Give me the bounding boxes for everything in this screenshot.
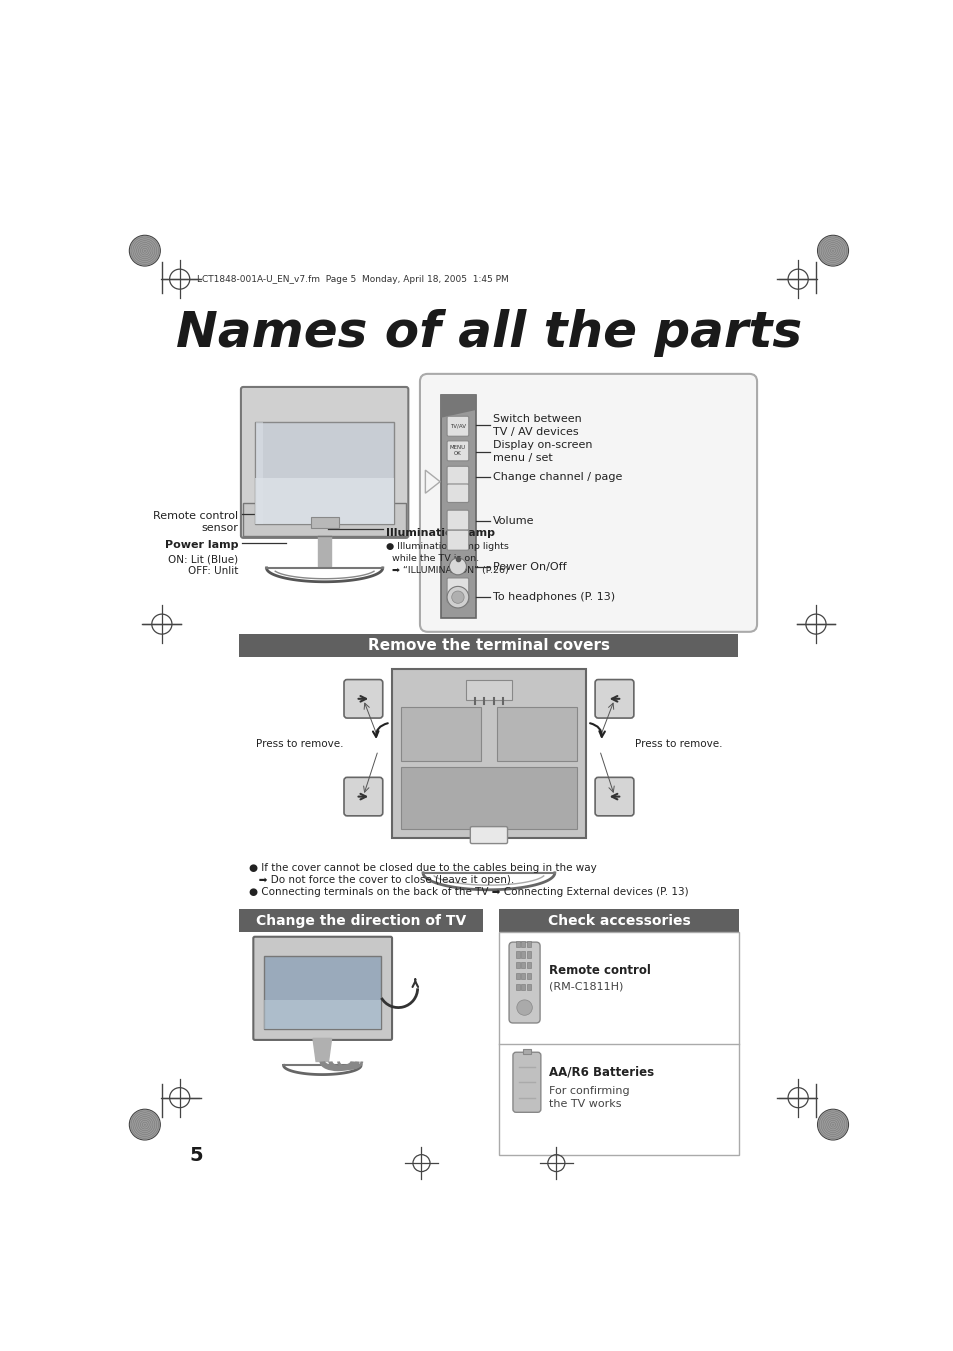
Text: Press to remove.: Press to remove.	[255, 739, 343, 750]
Text: 5: 5	[190, 1146, 203, 1165]
Circle shape	[447, 586, 468, 608]
Circle shape	[817, 1109, 847, 1140]
Text: Check accessories: Check accessories	[547, 913, 690, 928]
Polygon shape	[313, 1039, 332, 1062]
Bar	[516, 951, 519, 958]
Text: Power lamp: Power lamp	[165, 540, 238, 550]
Bar	[526, 984, 530, 990]
Text: Names of all the parts: Names of all the parts	[175, 309, 801, 357]
Text: ● If the cover cannot be closed due to the cables being in the way: ● If the cover cannot be closed due to t…	[249, 863, 596, 873]
Bar	[498, 932, 739, 1155]
Circle shape	[517, 1000, 532, 1016]
Polygon shape	[440, 394, 476, 417]
FancyBboxPatch shape	[447, 511, 468, 530]
Bar	[254, 478, 394, 524]
Text: ON: Lit (Blue)
OFF: Unlit: ON: Lit (Blue) OFF: Unlit	[169, 554, 238, 576]
Bar	[497, 708, 576, 761]
Bar	[401, 708, 480, 761]
Text: Volume: Volume	[493, 516, 534, 526]
Text: Display on-screen
menu / set: Display on-screen menu / set	[493, 440, 592, 463]
Bar	[392, 669, 585, 838]
Bar	[264, 1000, 381, 1029]
Bar	[465, 681, 512, 700]
Text: To headphones (P. 13): To headphones (P. 13)	[493, 592, 615, 603]
Text: Remote control
sensor: Remote control sensor	[153, 511, 238, 532]
Bar	[440, 394, 476, 617]
FancyBboxPatch shape	[447, 530, 468, 550]
Circle shape	[817, 235, 847, 266]
FancyBboxPatch shape	[344, 680, 382, 719]
FancyBboxPatch shape	[595, 680, 633, 719]
Bar	[256, 422, 262, 524]
Bar	[264, 957, 381, 1029]
Bar	[521, 951, 525, 958]
Text: Change channel / page: Change channel / page	[493, 471, 621, 482]
FancyBboxPatch shape	[470, 827, 507, 843]
FancyBboxPatch shape	[344, 777, 382, 816]
Bar	[516, 984, 519, 990]
Bar	[254, 422, 394, 524]
FancyBboxPatch shape	[447, 416, 468, 436]
Bar	[526, 940, 530, 947]
Text: TV/AV: TV/AV	[450, 424, 465, 428]
Text: Press to remove.: Press to remove.	[634, 739, 721, 750]
Bar	[526, 951, 530, 958]
Text: LCT1848-001A-U_EN_v7.fm  Page 5  Monday, April 18, 2005  1:45 PM: LCT1848-001A-U_EN_v7.fm Page 5 Monday, A…	[196, 276, 508, 285]
Bar	[526, 962, 530, 969]
Text: ● Illumination lamp lights
  while the TV is on.
  ➡ “ILLUMINATION” (P.26): ● Illumination lamp lights while the TV …	[385, 543, 508, 576]
Text: AA/R6 Batteries: AA/R6 Batteries	[549, 1066, 654, 1078]
Text: Illumination lamp: Illumination lamp	[385, 528, 495, 538]
Bar	[311, 517, 338, 528]
FancyBboxPatch shape	[447, 578, 468, 603]
Text: MENU
OK: MENU OK	[450, 446, 465, 457]
Bar	[522, 1050, 530, 1054]
Bar	[239, 634, 738, 657]
Bar	[521, 984, 525, 990]
FancyBboxPatch shape	[595, 777, 633, 816]
FancyBboxPatch shape	[253, 936, 392, 1040]
Bar	[526, 973, 530, 979]
Bar	[521, 973, 525, 979]
Circle shape	[130, 1109, 160, 1140]
FancyBboxPatch shape	[447, 484, 468, 503]
FancyBboxPatch shape	[241, 386, 408, 538]
Text: Remote control: Remote control	[549, 965, 651, 977]
Bar	[516, 962, 519, 969]
FancyBboxPatch shape	[513, 1052, 540, 1112]
Text: Remove the terminal covers: Remove the terminal covers	[368, 638, 609, 653]
FancyBboxPatch shape	[447, 440, 468, 461]
Bar	[239, 909, 483, 932]
Text: Power On/Off: Power On/Off	[493, 562, 566, 571]
Text: Switch between
TV / AV devices: Switch between TV / AV devices	[493, 415, 581, 436]
Bar	[521, 940, 525, 947]
Bar	[243, 503, 406, 535]
FancyBboxPatch shape	[447, 466, 468, 485]
Polygon shape	[425, 470, 439, 493]
Bar	[516, 940, 519, 947]
Bar	[401, 767, 576, 830]
Circle shape	[130, 235, 160, 266]
Text: Change the direction of TV: Change the direction of TV	[255, 913, 466, 928]
Text: ● Connecting terminals on the back of the TV ➡ Connecting External devices (P. 1: ● Connecting terminals on the back of th…	[249, 888, 687, 897]
Bar	[498, 909, 739, 932]
Text: For confirming
the TV works: For confirming the TV works	[549, 1086, 629, 1109]
FancyBboxPatch shape	[509, 942, 539, 1023]
Bar	[521, 962, 525, 969]
Bar	[516, 973, 519, 979]
FancyBboxPatch shape	[419, 374, 757, 632]
Circle shape	[452, 590, 464, 604]
Text: (RM-C1811H): (RM-C1811H)	[549, 981, 623, 992]
Text: ➡ Do not force the cover to close (leave it open).: ➡ Do not force the cover to close (leave…	[249, 875, 514, 885]
Circle shape	[449, 558, 466, 574]
